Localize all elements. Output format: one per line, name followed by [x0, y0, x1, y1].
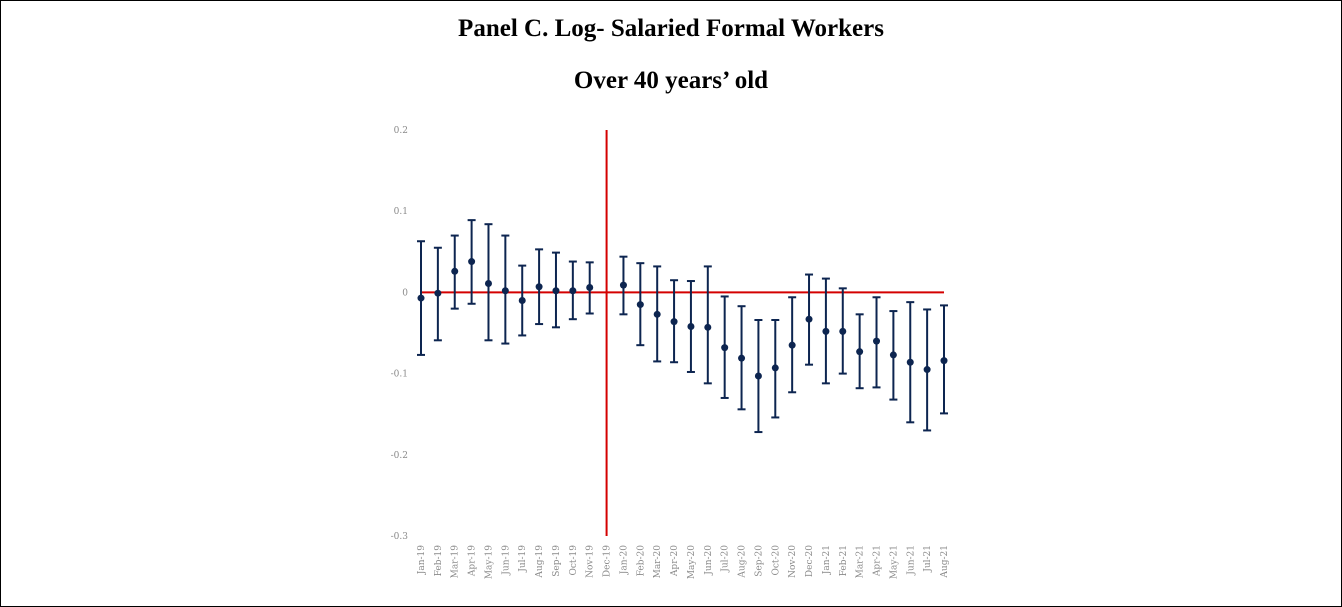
x-tick-label: Oct-19 — [569, 545, 579, 576]
point — [569, 287, 577, 295]
x-tick-label: Nov-20 — [788, 545, 798, 578]
y-tick-label: -0.1 — [391, 370, 408, 380]
point — [805, 315, 813, 323]
x-tick-label: Apr-19 — [468, 545, 478, 577]
x-tick-label: Jul-21 — [923, 545, 933, 573]
chart-title: Panel C. Log- Salaried Formal Workers — [458, 15, 884, 42]
point — [535, 283, 543, 291]
x-tick-label: Jan-21 — [822, 545, 832, 575]
x-tick-label: Oct-20 — [771, 545, 781, 576]
x-tick-label: Sep-19 — [552, 545, 562, 577]
x-tick-label: Jun-21 — [906, 545, 916, 576]
point — [552, 287, 560, 295]
point — [636, 301, 644, 309]
x-tick-label: Mar-20 — [653, 545, 663, 579]
point — [721, 344, 729, 352]
x-tick-label: Dec-20 — [805, 545, 815, 577]
point — [856, 348, 864, 356]
x-tick-label: Nov-19 — [586, 545, 596, 578]
point — [484, 279, 492, 287]
x-tick-label: Jun-19 — [501, 545, 511, 576]
x-tick-label: Aug-21 — [940, 545, 950, 579]
x-tick-label: Feb-21 — [839, 545, 849, 576]
point — [923, 366, 931, 374]
x-tick-label: Jul-19 — [518, 545, 528, 573]
point — [687, 323, 695, 331]
point — [738, 354, 746, 362]
x-tick-label: Sep-20 — [754, 545, 764, 577]
point — [873, 337, 881, 345]
point — [754, 372, 762, 380]
y-tick-label: 0.2 — [394, 126, 408, 136]
point — [771, 364, 779, 372]
x-tick-label: Aug-20 — [738, 545, 748, 579]
y-tick-label: 0.1 — [394, 207, 408, 217]
point — [451, 267, 459, 275]
x-tick-label: May-21 — [889, 545, 899, 579]
point — [940, 357, 948, 365]
point — [586, 284, 594, 292]
point — [653, 310, 661, 318]
x-tick-label: Jun-20 — [704, 545, 714, 576]
point — [889, 351, 897, 359]
x-tick-label: Apr-20 — [670, 545, 680, 577]
x-tick-label: Jan-20 — [619, 545, 629, 576]
x-tick-label: Mar-21 — [856, 545, 866, 578]
point — [434, 289, 442, 297]
x-tick-label: Jul-20 — [721, 545, 731, 573]
y-tick-label: -0.3 — [391, 532, 409, 542]
x-tick-label: Feb-20 — [636, 545, 646, 577]
point — [788, 341, 796, 349]
x-tick-label: Aug-19 — [535, 545, 545, 579]
point — [518, 297, 526, 305]
point — [501, 287, 509, 295]
y-tick-label: -0.2 — [391, 451, 408, 461]
y-tick-label: 0 — [402, 288, 408, 298]
x-tick-label: May-20 — [687, 545, 697, 579]
point — [839, 327, 847, 335]
point — [619, 281, 627, 289]
point — [417, 294, 425, 302]
x-tick-label: Mar-19 — [451, 545, 461, 579]
x-tick-label: Apr-21 — [873, 545, 883, 577]
x-tick-label: Dec-19 — [603, 545, 613, 577]
point — [822, 327, 830, 335]
point — [704, 323, 712, 331]
point — [670, 318, 678, 326]
x-tick-label: Jan-19 — [417, 545, 427, 576]
point — [906, 358, 914, 366]
x-tick-label: Feb-19 — [434, 545, 444, 577]
x-tick-label: May-19 — [484, 545, 494, 579]
point — [468, 258, 476, 266]
chart-subtitle: Over 40 years’ old — [574, 67, 768, 94]
